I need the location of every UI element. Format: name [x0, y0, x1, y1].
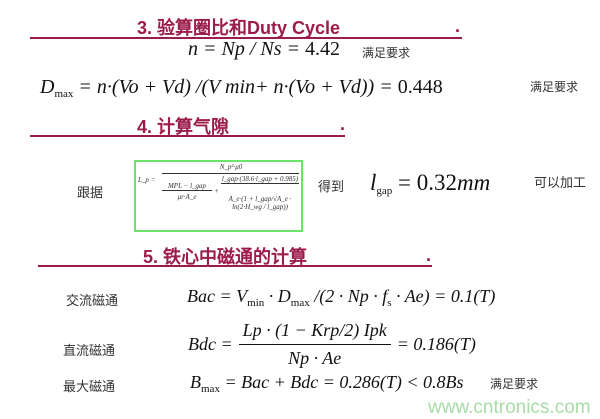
turns-ratio-value: 4.42	[305, 38, 341, 60]
section3-dot: .	[455, 16, 461, 36]
formula-part: Bac = V	[187, 286, 248, 306]
gap-unit: mm	[457, 170, 491, 195]
section4-heading: 4. 计算气隙	[137, 117, 230, 137]
dc-flux-value: = 0.186(T)	[396, 334, 476, 354]
result-label: 得到	[318, 180, 345, 195]
gap-result: lgap = 0.32mm	[370, 170, 490, 197]
max-flux-label: 最大磁通	[63, 380, 116, 395]
section3-heading: 3. 验算圈比和Duty Cycle	[137, 18, 341, 38]
dc-flux-formula: Bdc = Lp · (1 − Krp/2) Ipk Np · Ae = 0.1…	[188, 320, 476, 369]
formula-sub: min	[247, 297, 265, 309]
duty-note: 满足要求	[530, 80, 579, 94]
duty-formula: Dmax = n·(Vo + Vd) /(V min+ n·(Vo + Vd))…	[40, 76, 443, 100]
ac-flux-formula: Bac = Vmin · Dmax /(2 · Np · fs · Ae) = …	[187, 286, 495, 309]
formula-sub: max	[290, 297, 310, 309]
dc-flux-label: 直流磁通	[63, 344, 116, 359]
section4-underline	[30, 135, 345, 137]
turns-ratio-formula: n = Np / Ns = 4.42	[188, 38, 340, 61]
ac-flux-label: 交流磁通	[66, 294, 119, 309]
result-note: 可以加工	[534, 176, 587, 191]
formula-lhs: L_p =	[138, 176, 156, 184]
formula-sub: s	[387, 297, 392, 309]
formula-expr: = Np / Ns =	[203, 38, 306, 60]
section5-dot: .	[426, 245, 432, 265]
formula-part: · D	[264, 286, 291, 306]
watermark: www.cntronics.com	[428, 397, 591, 418]
section3-underline	[30, 37, 462, 39]
formula-lhs: n	[188, 38, 198, 60]
term2-denominator: A_e·(1 + l_gap/√A_e · ln(2·H_wg / l_gap)…	[228, 195, 292, 211]
formula-denominator: Np · Ae	[288, 348, 342, 368]
plus-sign: +	[214, 187, 219, 195]
gap-value: = 0.32	[398, 170, 458, 195]
section5-underline	[38, 265, 432, 267]
term1-numerator: MPL − l_gap	[162, 182, 212, 191]
formula-lhs: Bdc =	[188, 334, 233, 354]
turns-ratio-note: 满足要求	[362, 46, 411, 60]
formula-expr: = n·(Vo + Vd) /(V min+ n·(Vo + Vd)) =	[78, 76, 398, 98]
formula-part: · Ae) = 0.1(T)	[391, 286, 496, 306]
max-flux-note: 满足要求	[490, 377, 539, 391]
max-flux-formula: Bmax = Bac + Bdc = 0.286(T) < 0.8Bs	[190, 372, 464, 395]
formula-sub: gap	[376, 185, 393, 197]
basis-label: 跟据	[77, 186, 104, 201]
section4-dot: .	[340, 114, 346, 134]
formula-sub: max	[54, 88, 74, 100]
fraction-bar	[162, 173, 299, 174]
formula-lhs: B	[190, 372, 201, 392]
section5-heading: 5. 铁心中磁通的计算	[143, 247, 308, 267]
formula-numerator: Lp · (1 − Krp/2) Ipk	[238, 320, 391, 345]
term2-numerator: l_gap·(38.6·l_gap + 0.985)	[221, 175, 299, 184]
inductance-formula-image: L_p = N_p²·μ0 MPL − l_gap μr·A_e + l_gap…	[134, 160, 303, 232]
formula-part: /(2 · Np · f	[309, 286, 388, 306]
term1-denominator: μr·A_e	[177, 193, 197, 201]
formula-lhs: D	[40, 76, 55, 98]
formula-sub: max	[201, 383, 220, 395]
formula-lhs: l	[370, 170, 377, 195]
duty-value: 0.448	[397, 76, 443, 98]
formula-expr: = Bac + Bdc = 0.286(T) < 0.8Bs	[219, 372, 464, 392]
formula-numerator: N_p²·μ0	[219, 163, 243, 171]
